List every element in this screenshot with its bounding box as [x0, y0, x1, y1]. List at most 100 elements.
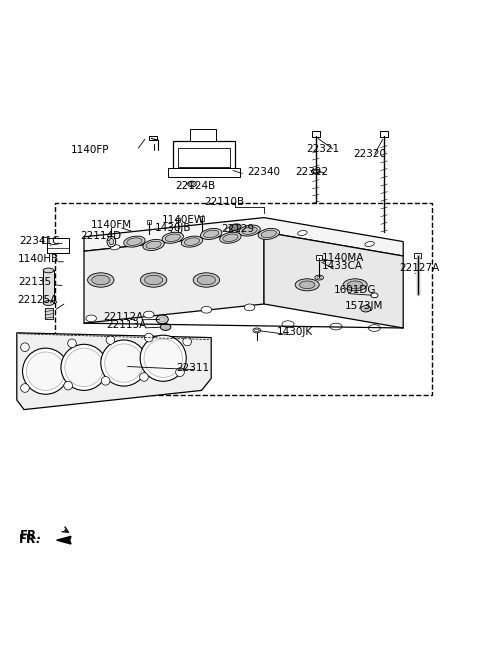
Bar — [43, 270, 54, 303]
Polygon shape — [84, 218, 403, 256]
Ellipse shape — [239, 225, 260, 236]
Bar — [200, 216, 204, 221]
Ellipse shape — [261, 230, 276, 237]
Circle shape — [105, 344, 143, 382]
Bar — [414, 253, 421, 258]
Ellipse shape — [92, 276, 110, 285]
Text: 22113A: 22113A — [107, 320, 147, 330]
Ellipse shape — [258, 228, 279, 239]
Bar — [178, 148, 230, 167]
Ellipse shape — [229, 224, 241, 230]
Ellipse shape — [330, 323, 342, 330]
Ellipse shape — [315, 276, 324, 280]
Text: 1140MA: 1140MA — [322, 253, 364, 264]
Bar — [316, 255, 322, 260]
Text: 22340: 22340 — [247, 167, 280, 178]
Circle shape — [106, 336, 115, 344]
Text: 22112A: 22112A — [103, 312, 144, 323]
Bar — [149, 136, 157, 140]
Circle shape — [61, 344, 107, 390]
Ellipse shape — [144, 276, 163, 285]
Circle shape — [21, 343, 29, 352]
Ellipse shape — [343, 279, 367, 291]
Ellipse shape — [188, 181, 196, 187]
Circle shape — [140, 373, 148, 381]
Circle shape — [101, 377, 110, 385]
Text: 22135: 22135 — [18, 277, 51, 287]
Ellipse shape — [181, 236, 203, 247]
Text: 22311: 22311 — [177, 363, 210, 373]
Text: 22124B: 22124B — [175, 182, 216, 192]
Ellipse shape — [223, 234, 238, 241]
Bar — [55, 203, 432, 395]
Ellipse shape — [369, 325, 381, 331]
Ellipse shape — [253, 328, 261, 333]
Ellipse shape — [86, 315, 96, 321]
Ellipse shape — [165, 234, 180, 241]
Ellipse shape — [190, 182, 194, 186]
Ellipse shape — [348, 281, 363, 289]
Circle shape — [23, 348, 69, 394]
Bar — [42, 237, 47, 243]
Ellipse shape — [365, 241, 374, 247]
Ellipse shape — [124, 236, 145, 247]
Circle shape — [140, 335, 186, 381]
Text: 22127A: 22127A — [399, 263, 440, 273]
Ellipse shape — [160, 323, 171, 331]
Bar — [190, 129, 216, 141]
Ellipse shape — [312, 169, 320, 174]
Ellipse shape — [127, 238, 142, 245]
Text: 22129: 22129 — [221, 224, 254, 234]
Text: 1140HB: 1140HB — [18, 255, 60, 264]
Ellipse shape — [158, 317, 166, 322]
Text: FR.: FR. — [20, 529, 42, 542]
Bar — [45, 308, 53, 319]
Circle shape — [26, 352, 65, 390]
Bar — [168, 168, 240, 177]
Ellipse shape — [201, 228, 222, 239]
Bar — [47, 238, 69, 253]
Ellipse shape — [87, 273, 114, 287]
Ellipse shape — [317, 276, 322, 279]
Circle shape — [144, 339, 182, 377]
Bar — [176, 218, 180, 222]
Ellipse shape — [140, 273, 167, 287]
Text: 22341C: 22341C — [19, 236, 60, 245]
Circle shape — [101, 340, 147, 386]
Ellipse shape — [363, 307, 369, 310]
Ellipse shape — [162, 232, 183, 243]
Bar — [380, 131, 388, 137]
Text: 1140FM: 1140FM — [91, 220, 132, 230]
Ellipse shape — [143, 239, 164, 251]
Ellipse shape — [197, 276, 216, 285]
Text: 1601DG: 1601DG — [334, 285, 376, 295]
Ellipse shape — [204, 230, 219, 237]
Polygon shape — [17, 333, 211, 409]
Circle shape — [21, 384, 29, 392]
Text: 22125A: 22125A — [17, 295, 57, 305]
Ellipse shape — [156, 315, 168, 323]
Ellipse shape — [43, 300, 54, 306]
Circle shape — [68, 339, 76, 348]
Text: 1140FP: 1140FP — [71, 146, 109, 155]
Text: 1573JM: 1573JM — [345, 301, 383, 311]
Text: 1140EW: 1140EW — [162, 215, 205, 226]
Text: 1430JK: 1430JK — [276, 327, 312, 337]
Circle shape — [183, 337, 192, 346]
Ellipse shape — [298, 230, 307, 236]
Ellipse shape — [282, 321, 294, 327]
Circle shape — [65, 348, 103, 386]
Ellipse shape — [193, 273, 219, 287]
Ellipse shape — [107, 236, 116, 247]
Ellipse shape — [300, 281, 315, 289]
Ellipse shape — [201, 306, 212, 313]
Ellipse shape — [361, 306, 371, 312]
Ellipse shape — [244, 304, 255, 311]
Text: 22110B: 22110B — [204, 197, 244, 207]
Text: 22320: 22320 — [353, 150, 386, 159]
Ellipse shape — [226, 227, 235, 232]
Ellipse shape — [242, 227, 257, 234]
Circle shape — [144, 333, 153, 342]
Ellipse shape — [184, 238, 200, 245]
Text: 22322: 22322 — [295, 167, 328, 178]
